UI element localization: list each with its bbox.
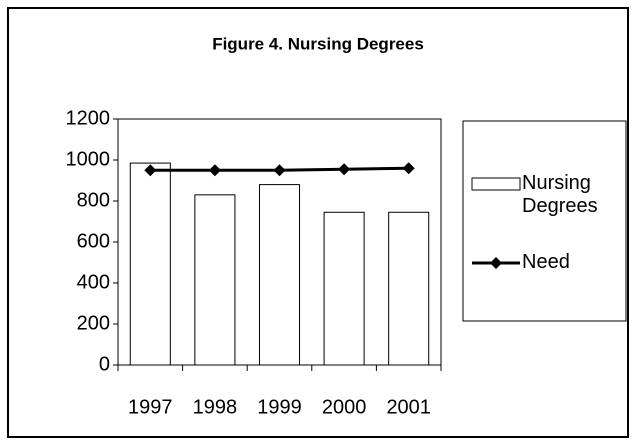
legend-box <box>462 120 627 322</box>
bar <box>323 211 365 366</box>
legend-label-box: Nursing Degrees <box>522 172 598 217</box>
legend-label: Nursing Degrees <box>522 172 598 217</box>
legend-label: Need <box>522 251 570 273</box>
bar <box>388 211 430 366</box>
marker <box>402 162 415 175</box>
x-tick-label: 1998 <box>193 396 238 418</box>
bar <box>258 184 301 366</box>
bar <box>194 194 236 366</box>
marker <box>144 164 157 177</box>
x-tick-label: 2001 <box>386 396 431 418</box>
x-tick-label: 1997 <box>128 396 173 418</box>
y-tick-label: 1200 <box>66 107 111 129</box>
bar <box>129 162 171 366</box>
y-tick-label: 600 <box>77 230 110 252</box>
x-tick-label: 1999 <box>257 396 302 418</box>
y-tick-label: 800 <box>77 189 110 211</box>
legend-marker <box>490 257 502 269</box>
chart-title: Figure 4. Nursing Degrees <box>212 34 424 53</box>
y-tick-label: 0 <box>99 353 110 375</box>
marker <box>208 164 221 177</box>
y-tick-label: 200 <box>77 312 110 334</box>
x-tick-label: 2000 <box>322 396 367 418</box>
legend-label-box: Need <box>522 251 570 273</box>
marker <box>338 163 351 176</box>
legend-swatch <box>471 177 521 191</box>
y-tick-label: 400 <box>77 271 110 293</box>
marker <box>273 164 286 177</box>
y-tick-label: 1000 <box>66 148 111 170</box>
